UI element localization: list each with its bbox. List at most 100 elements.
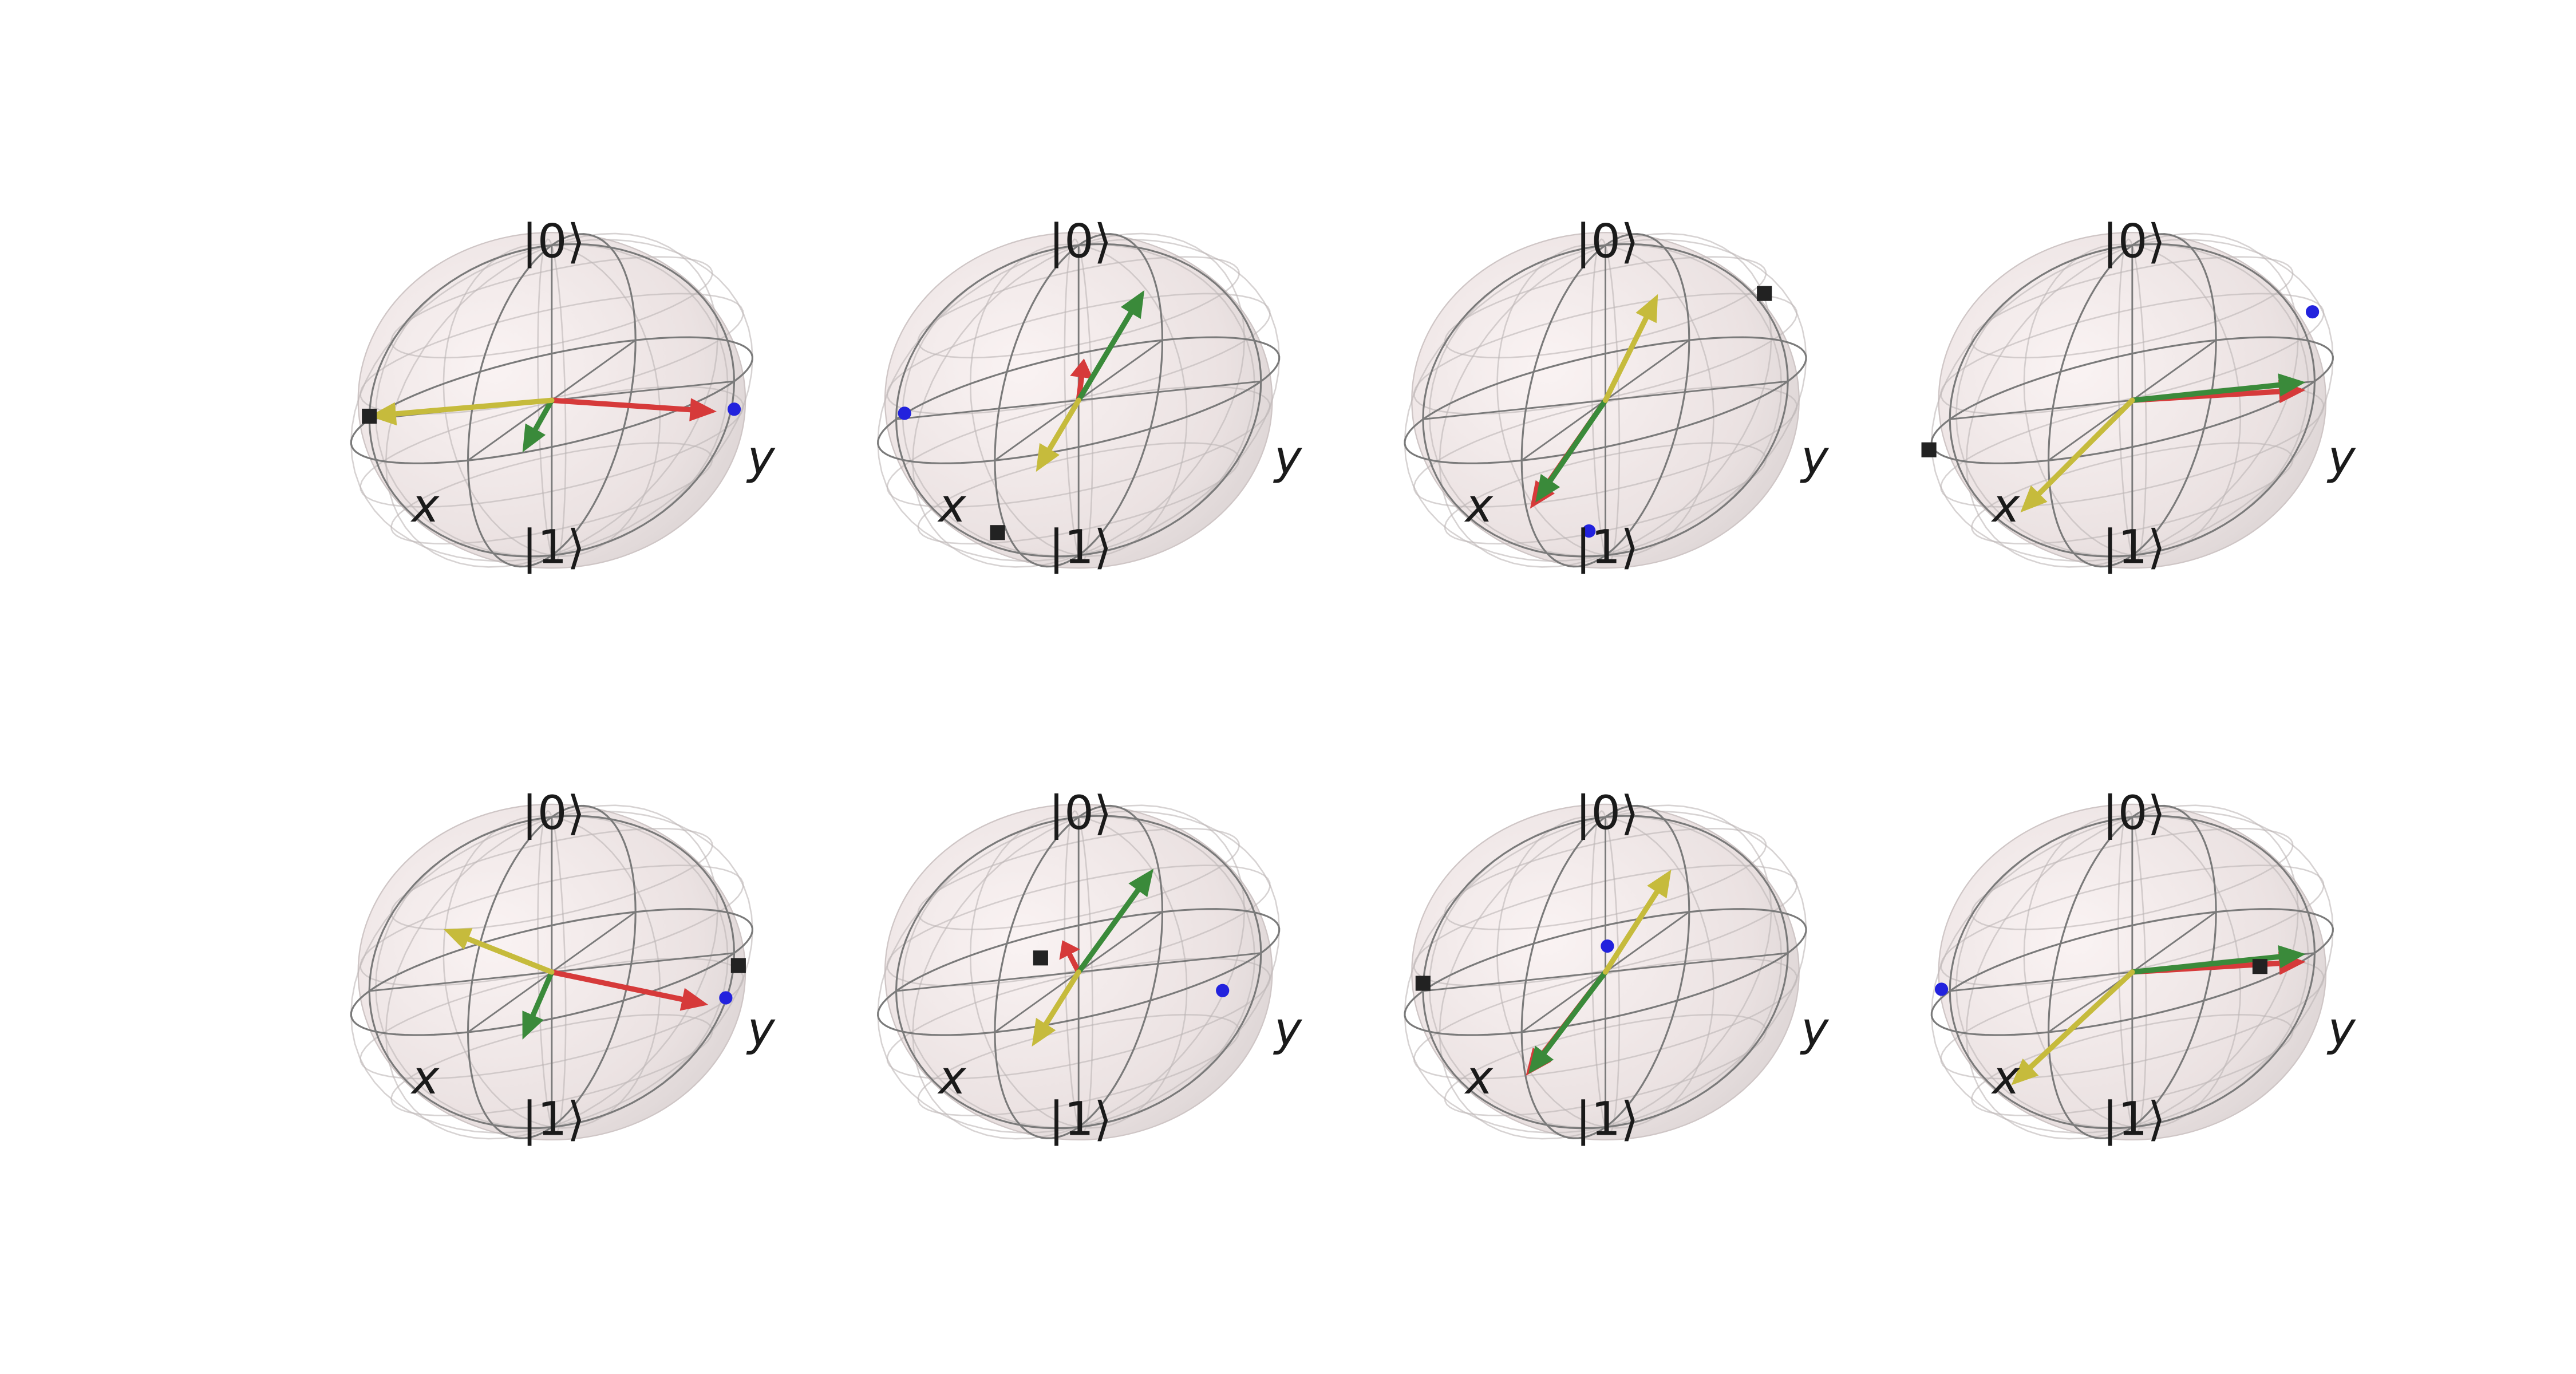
x-axis-label: x — [410, 1051, 440, 1105]
state-vector-red-head — [1059, 940, 1080, 960]
state-vector-green-head — [2278, 945, 2306, 969]
sample-point — [2305, 305, 2320, 319]
state-vector-yellow-head — [1647, 870, 1672, 899]
ket-zero-label: |0⟩ — [2102, 787, 2166, 840]
state-vector-green-head — [2278, 373, 2306, 397]
state-vector-yellow-head — [2020, 485, 2048, 513]
state-vector-red-head — [689, 398, 717, 421]
bloch-sphere-1: |0⟩ |1⟩ x y — [350, 215, 776, 575]
y-axis-label: y — [746, 431, 776, 485]
state-vector-yellow-shaft — [393, 397, 555, 417]
ket-zero-label: |0⟩ — [1575, 215, 1639, 269]
ket-one-label: |1⟩ — [2102, 521, 2166, 575]
state-vector-red-head — [679, 988, 709, 1011]
sample-point — [898, 406, 911, 420]
state-vector-green-head — [522, 423, 546, 453]
square-marker — [2252, 959, 2267, 974]
state-vector-red-shaft — [549, 397, 693, 413]
sample-point — [719, 991, 733, 1005]
x-axis-label: x — [937, 1051, 966, 1105]
sample-point — [1216, 984, 1230, 997]
square-marker — [1033, 950, 1048, 966]
state-vector-green-head — [1535, 473, 1560, 503]
state-vector-red-head — [1070, 358, 1093, 379]
ket-one-label: |1⟩ — [521, 521, 585, 575]
state-vector-yellow-shaft — [2028, 969, 2135, 1070]
sample-point — [1601, 939, 1614, 953]
sample-point — [1934, 982, 1949, 996]
state-vector-green-shaft — [1076, 310, 1133, 403]
bloch-sphere-7: |0⟩ |1⟩ x y — [1404, 787, 1830, 1146]
state-vector-green-shaft — [1542, 969, 1609, 1056]
ket-one-label: |1⟩ — [1049, 521, 1112, 575]
bloch-sphere-4: |0⟩ |1⟩ x y — [1921, 215, 2357, 575]
ket-one-label: |1⟩ — [1575, 1092, 1639, 1146]
square-marker — [990, 525, 1005, 540]
yz-circle — [895, 815, 1262, 1130]
bloch-sphere-2: |0⟩ |1⟩ x y — [877, 215, 1303, 575]
y-axis-label: y — [1799, 1003, 1830, 1057]
ket-one-label: |1⟩ — [1575, 521, 1639, 575]
y-axis-label: y — [746, 1003, 776, 1057]
state-vector-green-head — [1528, 1045, 1554, 1074]
yz-circle — [368, 815, 736, 1130]
state-vector-green-head — [522, 1010, 544, 1040]
state-vector-yellow-head — [2011, 1058, 2039, 1085]
y-axis-label: y — [1799, 431, 1830, 485]
yz-circle — [1949, 243, 2316, 558]
state-vector-green-head — [1120, 290, 1145, 319]
bloch-sphere-3: |0⟩ |1⟩ x y — [1404, 215, 1830, 575]
state-vector-yellow-head — [1032, 1017, 1056, 1047]
state-vector-yellow-shaft — [1602, 889, 1660, 975]
state-vector-yellow-head — [1036, 443, 1060, 472]
state-vector-green-head — [1128, 868, 1154, 897]
ket-zero-label: |0⟩ — [521, 215, 585, 269]
x-axis-label: x — [410, 479, 440, 533]
state-vector-yellow-shaft — [1602, 315, 1649, 403]
state-vector-green-shaft — [2129, 382, 2282, 403]
state-vector-green-shaft — [1076, 887, 1141, 975]
yz-circle — [1422, 815, 1789, 1130]
state-vector-yellow-head — [369, 402, 397, 426]
state-vector-yellow-shaft — [1046, 397, 1081, 452]
state-vector-yellow-shaft — [465, 936, 555, 975]
square-marker — [1415, 976, 1431, 991]
yz-circle — [1949, 815, 2316, 1130]
sample-point — [727, 402, 741, 416]
bloch-sphere-8: |0⟩ |1⟩ x y — [1930, 787, 2357, 1146]
state-vector-green-shaft — [532, 397, 555, 432]
yz-circle — [368, 243, 736, 558]
ket-zero-label: |0⟩ — [1575, 787, 1639, 840]
bloch-sphere-6: |0⟩ |1⟩ x y — [877, 787, 1303, 1146]
square-marker — [1757, 286, 1772, 301]
sample-point — [1582, 524, 1596, 538]
x-axis-label: x — [937, 479, 966, 533]
y-axis-label: y — [1273, 1003, 1303, 1057]
yz-circle — [895, 243, 1262, 558]
state-vector-yellow-head — [443, 928, 473, 950]
x-axis-label: x — [1990, 479, 2020, 533]
square-marker — [362, 408, 377, 424]
x-axis-label: x — [1464, 1051, 1494, 1105]
state-vector-green-shaft — [530, 969, 555, 1018]
state-vector-red-shaft — [1066, 951, 1081, 975]
square-marker — [1921, 442, 1937, 457]
yz-circle — [1422, 243, 1789, 558]
x-axis-label: x — [1990, 1051, 2020, 1105]
y-axis-label: y — [2326, 1003, 2357, 1057]
state-vector-yellow-shaft — [2036, 397, 2135, 496]
ket-zero-label: |0⟩ — [2102, 215, 2166, 269]
square-marker — [730, 958, 746, 973]
bloch-sphere-5: |0⟩ |1⟩ x y — [350, 787, 776, 1146]
ket-zero-label: |0⟩ — [1049, 215, 1112, 269]
ket-zero-label: |0⟩ — [1049, 787, 1112, 840]
state-vector-green-shaft — [1547, 397, 1609, 483]
y-axis-label: y — [2326, 431, 2357, 485]
ket-one-label: |1⟩ — [2102, 1092, 2166, 1146]
x-axis-label: x — [1464, 479, 1494, 533]
ket-one-label: |1⟩ — [1049, 1092, 1112, 1146]
ket-one-label: |1⟩ — [521, 1092, 585, 1146]
state-vector-yellow-shaft — [1043, 969, 1081, 1027]
y-axis-label: y — [1273, 431, 1303, 485]
